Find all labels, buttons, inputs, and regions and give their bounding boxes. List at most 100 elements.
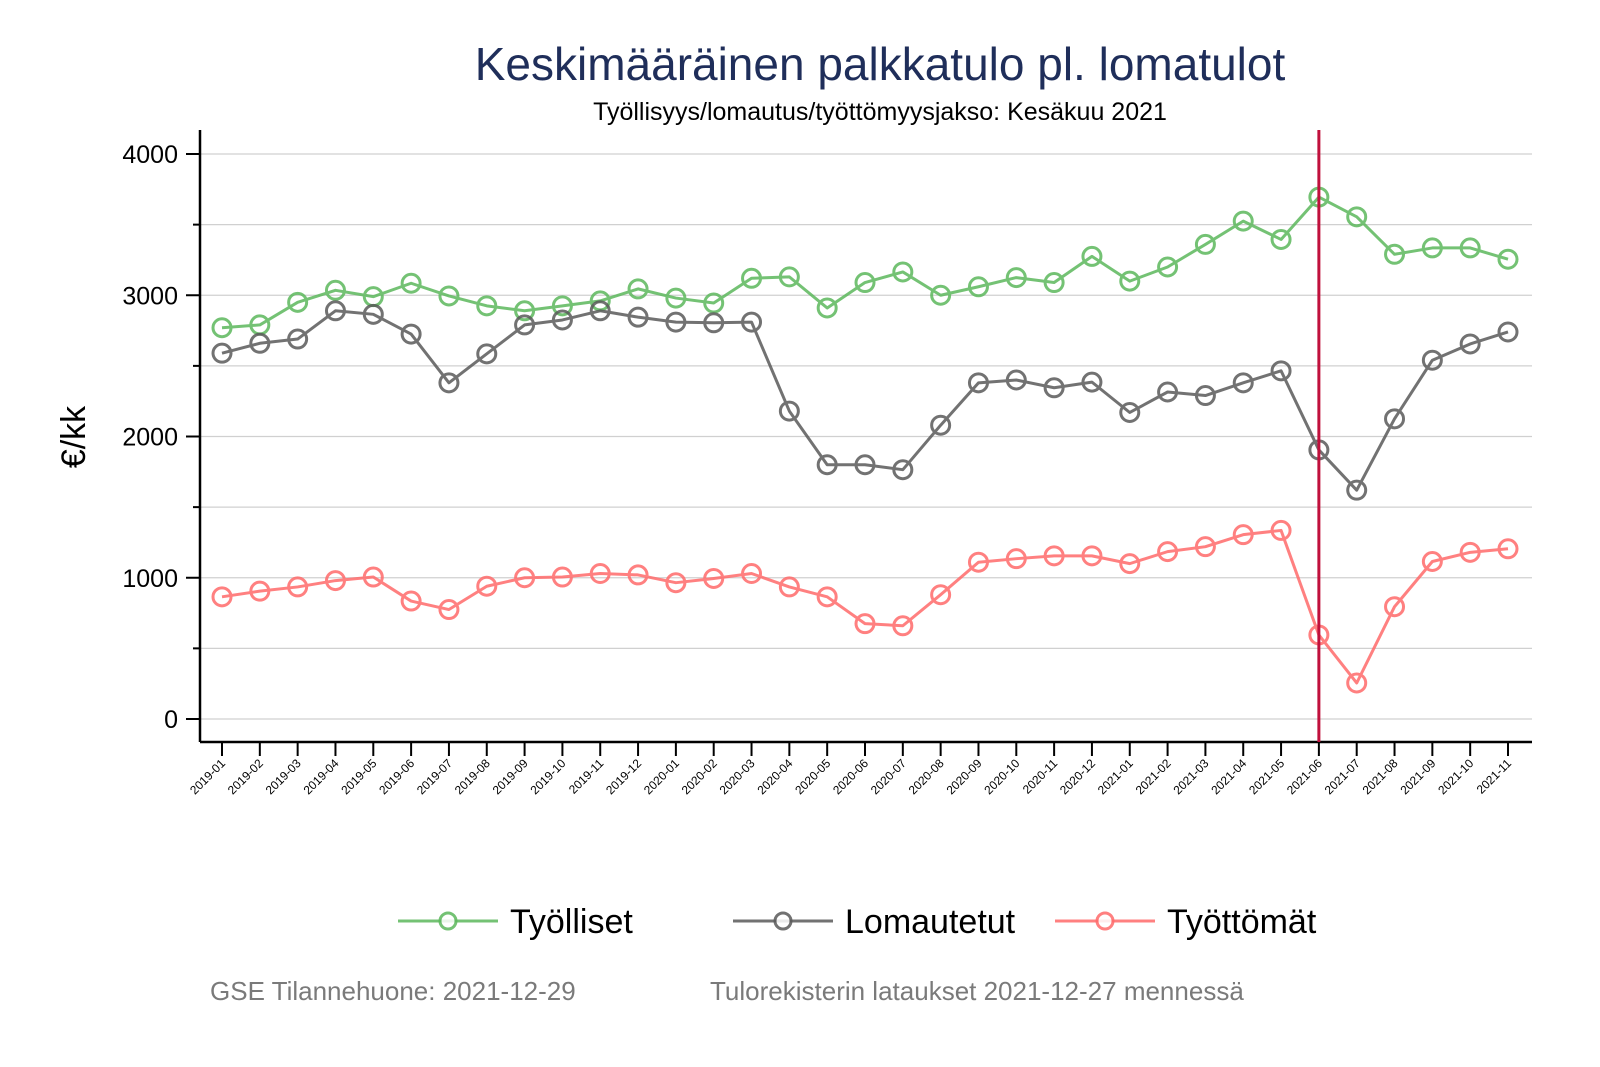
data-point — [1459, 333, 1481, 355]
data-point — [1005, 267, 1027, 289]
series-layer — [211, 186, 1519, 694]
data-point — [778, 266, 800, 288]
data-point — [1346, 479, 1368, 501]
legend-marker-icon — [438, 911, 458, 931]
data-point — [703, 312, 725, 334]
data-point — [627, 564, 649, 586]
y-ticks: 0 1000 2000 3000 4000 — [122, 141, 200, 734]
data-point — [1270, 519, 1292, 541]
footer-right: Tulorekisterin lataukset 2021-12-27 menn… — [710, 976, 1244, 1006]
legend-item: Työlliset — [398, 903, 633, 941]
chart-subtitle: Työllisyys/lomautus/työttömyysjakso: Kes… — [593, 98, 1167, 126]
data-point — [778, 576, 800, 598]
data-point — [287, 328, 309, 350]
data-point — [551, 309, 573, 331]
data-point — [967, 551, 989, 573]
series-työttömät — [211, 519, 1519, 694]
chart-title: Keskimääräinen palkkatulo pl. lomatulot — [475, 38, 1286, 90]
data-point — [476, 295, 498, 317]
data-point — [1081, 371, 1103, 393]
data-point — [476, 343, 498, 365]
legend-label: Työttömät — [1167, 903, 1317, 941]
x-tick-label: 2020-03 — [717, 756, 758, 797]
data-point — [1081, 545, 1103, 567]
data-point — [854, 454, 876, 476]
data-point — [1119, 270, 1141, 292]
x-tick-label: 2019-12 — [603, 756, 644, 797]
data-point — [514, 314, 536, 336]
data-point — [1081, 245, 1103, 267]
data-point — [1005, 548, 1027, 570]
data-point — [476, 575, 498, 597]
data-point — [362, 303, 384, 325]
data-point — [1232, 210, 1254, 232]
data-point — [967, 276, 989, 298]
x-tick-label: 2019-05 — [338, 756, 379, 797]
data-point — [816, 297, 838, 319]
x-tick-label: 2020-07 — [868, 756, 909, 797]
y-tick-label: 2000 — [122, 424, 178, 452]
data-point — [211, 317, 233, 339]
y-tick-label: 3000 — [122, 282, 178, 310]
x-tick-label: 2020-05 — [792, 756, 833, 797]
x-tick-label: 2020-06 — [830, 756, 871, 797]
data-point — [1421, 237, 1443, 259]
data-point — [741, 267, 763, 289]
x-tick-label: 2021-06 — [1284, 756, 1325, 797]
data-point — [892, 615, 914, 637]
data-point — [1497, 538, 1519, 560]
data-point — [741, 311, 763, 333]
x-tick-label: 2020-02 — [679, 756, 720, 797]
data-point — [438, 285, 460, 307]
x-tick-label: 2020-12 — [1057, 756, 1098, 797]
data-point — [892, 261, 914, 283]
data-point — [211, 586, 233, 608]
data-point — [287, 291, 309, 313]
data-point — [1194, 536, 1216, 558]
x-tick-label: 2020-10 — [981, 756, 1022, 797]
data-point — [1421, 551, 1443, 573]
x-tick-label: 2019-10 — [527, 756, 568, 797]
x-tick-label: 2021-05 — [1246, 756, 1287, 797]
data-point — [1497, 321, 1519, 343]
x-tick-label: 2020-01 — [641, 756, 682, 797]
x-tick-label: 2019-09 — [490, 756, 531, 797]
data-point — [551, 295, 573, 317]
legend: Työlliset Lomautetut Työttömät — [398, 903, 1317, 941]
data-point — [1459, 541, 1481, 563]
data-point — [400, 323, 422, 345]
data-point — [930, 414, 952, 436]
data-point — [703, 567, 725, 589]
x-tick-label: 2021-09 — [1397, 756, 1438, 797]
x-tick-label: 2021-08 — [1360, 756, 1401, 797]
data-point — [249, 332, 271, 354]
y-tick-label: 4000 — [122, 141, 178, 169]
footer-left: GSE Tilannehuone: 2021-12-29 — [210, 976, 576, 1006]
data-point — [1157, 256, 1179, 278]
legend-item: Lomautetut — [733, 903, 1016, 941]
data-point — [1497, 248, 1519, 270]
data-point — [627, 278, 649, 300]
data-point — [816, 586, 838, 608]
data-point — [287, 576, 309, 598]
data-point — [438, 372, 460, 394]
x-tick-label: 2021-10 — [1435, 756, 1476, 797]
data-point — [892, 459, 914, 481]
data-point — [1043, 272, 1065, 294]
legend-marker-icon — [773, 911, 793, 931]
legend-marker-icon — [1095, 911, 1115, 931]
data-point — [703, 292, 725, 314]
legend-item: Työttömät — [1055, 903, 1317, 941]
x-tick-label: 2020-08 — [906, 756, 947, 797]
data-point — [1157, 381, 1179, 403]
x-tick-label: 2019-11 — [566, 756, 607, 797]
x-tick-label: 2021-07 — [1322, 756, 1363, 797]
x-tick-label: 2019-07 — [414, 756, 455, 797]
data-point — [1043, 545, 1065, 567]
data-point — [1270, 360, 1292, 382]
data-point — [1384, 596, 1406, 618]
x-tick-label: 2020-11 — [1020, 756, 1061, 797]
data-point — [1421, 349, 1443, 371]
data-point — [1194, 233, 1216, 255]
x-tick-label: 2019-06 — [376, 756, 417, 797]
